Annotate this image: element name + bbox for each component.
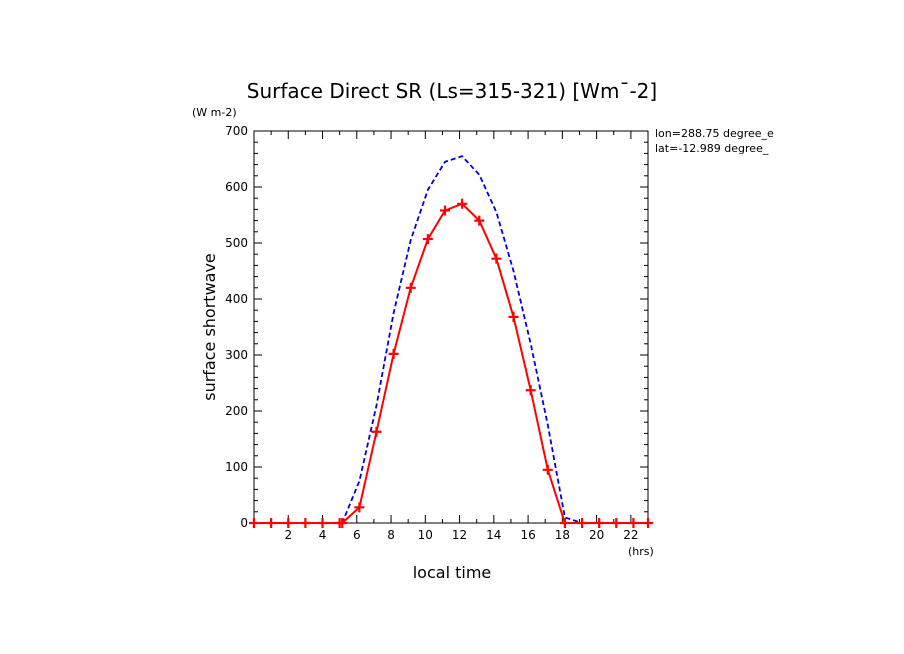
series-1-point <box>508 311 519 322</box>
x-axis-label: local time <box>413 563 492 582</box>
series-1-point <box>559 518 570 528</box>
series-1-point <box>525 385 536 396</box>
series-1-point <box>266 518 277 528</box>
x-tick-label: 14 <box>486 528 501 542</box>
series-1-point <box>594 518 605 528</box>
x-tick-label: 22 <box>623 528 638 542</box>
x-tick-label: 10 <box>418 528 433 542</box>
series-1-point <box>300 518 311 528</box>
y-tick-label: 200 <box>225 404 248 418</box>
chart-title: Surface Direct SR (Ls=315-321) [Wm¯-2] <box>247 79 657 103</box>
x-tick-label: 2 <box>284 528 292 542</box>
series-1-point <box>283 518 294 528</box>
series-1-point <box>611 518 622 528</box>
x-tick-label: 4 <box>319 528 327 542</box>
series-1-point <box>643 518 653 528</box>
y-axis-label: surface shortwave <box>200 253 219 401</box>
series-1-point <box>354 502 365 513</box>
plot-frame <box>253 130 649 524</box>
series-1-point <box>491 253 502 264</box>
y-tick-label: 100 <box>225 460 248 474</box>
series-1-point <box>628 518 639 528</box>
series-1-point <box>422 234 433 245</box>
series-1-point <box>371 426 382 437</box>
series-1-point <box>474 215 485 226</box>
series-1-point <box>388 348 399 359</box>
series-1-line <box>254 202 648 524</box>
series-1-point <box>249 518 259 528</box>
y-axis-units: (W m-2) <box>192 106 237 119</box>
y-tick-label: 0 <box>240 516 248 530</box>
plot-area: 0 100 200 300 400 500 600 700 2 4 6 8 10 12 14 16 18 20 22 <box>225 124 653 542</box>
y-tick-label: 600 <box>225 180 248 194</box>
y-tick-label: 500 <box>225 236 248 250</box>
x-tick-label: 16 <box>520 528 535 542</box>
series-1-point <box>317 518 328 528</box>
y-tick-label: 300 <box>225 348 248 362</box>
x-tick-label: 6 <box>353 528 361 542</box>
x-tick-label: 12 <box>452 528 467 542</box>
y-tick-label: 700 <box>225 124 248 138</box>
x-tick-label: 20 <box>589 528 604 542</box>
y-tick-label: 400 <box>225 292 248 306</box>
x-axis-units: (hrs) <box>628 545 654 558</box>
series-1-point <box>440 205 451 216</box>
series-1-point <box>577 518 588 528</box>
series-1-point <box>337 518 348 528</box>
x-tick-label: 18 <box>555 528 570 542</box>
series-1-point <box>405 282 416 293</box>
annotation-lat: lat=-12.989 degree_ <box>655 142 769 155</box>
x-tick-label: 8 <box>387 528 395 542</box>
series-0-line <box>254 155 648 524</box>
annotation-lon: lon=288.75 degree_e <box>655 127 774 140</box>
series-1-point <box>457 198 468 209</box>
series-1-point <box>542 464 553 475</box>
